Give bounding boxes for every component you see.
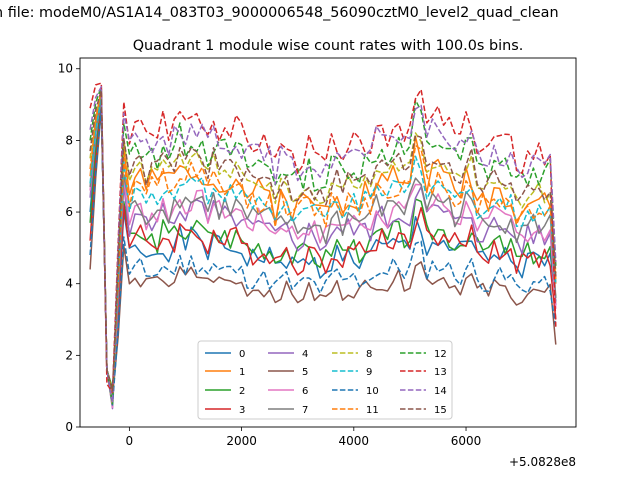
series-line-10 (89, 107, 557, 406)
series-line-15 (89, 89, 557, 392)
series-line-5 (89, 107, 557, 399)
x-tick-label: 4000 (339, 434, 370, 448)
legend-label-2: 2 (239, 386, 245, 397)
legend-label-3: 3 (239, 405, 245, 416)
series-line-8 (89, 93, 557, 407)
x-tick-label: 0 (126, 434, 134, 448)
series-line-1 (89, 89, 557, 401)
legend-label-12: 12 (434, 349, 447, 360)
series-line-13 (89, 82, 557, 394)
series-line-2 (89, 100, 557, 390)
y-tick-label: 2 (65, 348, 73, 362)
series-line-12 (89, 85, 557, 405)
y-tick-label: 4 (65, 277, 73, 291)
x-tick-label: 6000 (451, 434, 482, 448)
series-line-3 (89, 103, 557, 400)
x-axis: 0 2000 4000 6000 (126, 427, 482, 448)
legend-label-0: 0 (239, 349, 245, 360)
y-tick-label: 6 (65, 205, 73, 219)
y-tick-label: 10 (58, 62, 73, 76)
series-line-14 (89, 85, 557, 404)
legend-label-10: 10 (366, 386, 379, 397)
legend-box (197, 340, 453, 420)
legend-label-4: 4 (302, 349, 308, 360)
legend-label-8: 8 (366, 349, 372, 360)
legend-label-11: 11 (366, 405, 379, 416)
legend-label-1: 1 (239, 367, 245, 378)
legend-label-5: 5 (302, 367, 308, 378)
series-group (89, 82, 557, 410)
series-line-11 (89, 89, 557, 395)
legend-label-9: 9 (366, 367, 372, 378)
y-axis: 0 2 4 6 8 10 (58, 62, 80, 434)
x-tick-label: 2000 (226, 434, 257, 448)
legend-label-6: 6 (302, 386, 308, 397)
axes-frame (79, 57, 577, 428)
x-offset-label: +5.0828e8 (509, 455, 576, 469)
y-tick-label: 0 (65, 420, 73, 434)
y-tick-label: 8 (65, 133, 73, 147)
plot-area (79, 57, 577, 428)
legend-label-15: 15 (434, 405, 447, 416)
legend-label-14: 14 (434, 386, 447, 397)
legend-label-13: 13 (434, 367, 447, 378)
legend-label-7: 7 (302, 405, 308, 416)
chart-title: Quadrant 1 module wise count rates with … (133, 38, 524, 54)
figure-suptitle: n file: modeM0/AS1A14_083T03_9000006548_… (0, 5, 559, 21)
